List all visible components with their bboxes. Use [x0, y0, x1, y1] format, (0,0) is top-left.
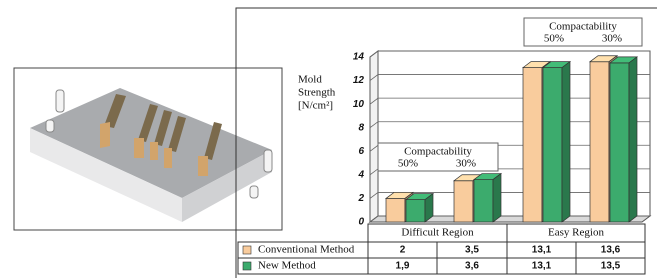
y-tick-label: 8	[358, 122, 364, 133]
y-axis-label-line: Strength	[298, 87, 336, 99]
y-tick-label: 0	[358, 217, 364, 228]
table-value: 3,6	[465, 261, 479, 272]
bar	[543, 62, 570, 222]
table-value: 2	[400, 245, 406, 256]
y-tick-label: 10	[353, 99, 365, 110]
y-axis-label-line: Mold	[298, 74, 322, 86]
page: MoldStrength[N/cm²] 0 2 4 6 8 10 12 14 Compactab…	[0, 0, 657, 278]
legend-swatch	[243, 262, 251, 270]
bar-front	[406, 200, 425, 222]
table-value: 3,5	[465, 245, 479, 256]
bar-front	[543, 68, 562, 222]
legend-label: New Method	[258, 260, 316, 272]
y-tick-label: 12	[353, 75, 365, 86]
category-label: 50%	[544, 33, 564, 45]
chart: 02468101214Compactability50%30%Compactab…	[238, 18, 650, 274]
annotation: Compactability	[549, 21, 617, 33]
bar-front	[474, 180, 493, 222]
table-value: 13,5	[601, 261, 621, 272]
bar-side	[493, 174, 501, 222]
category-label: 30%	[456, 158, 476, 170]
side-wall	[370, 51, 378, 222]
render-image	[14, 68, 282, 230]
bar-front	[523, 68, 542, 222]
region-label: Difficult Region	[401, 227, 474, 239]
y-tick-label: 4	[357, 169, 364, 180]
bar-side	[629, 57, 637, 222]
legend-label: Conventional Method	[258, 244, 355, 256]
bar-side	[562, 62, 570, 222]
bar-front	[610, 63, 629, 222]
table-value: 13,6	[601, 245, 621, 256]
category-label: 30%	[602, 33, 622, 45]
bar-front	[454, 181, 473, 222]
y-tick-label: 14	[353, 52, 365, 63]
bar	[406, 194, 433, 222]
y-tick-label: 2	[357, 193, 364, 204]
bar-front	[386, 198, 405, 222]
bar-front	[590, 62, 609, 222]
y-axis-label-line: [N/cm²]	[298, 100, 333, 112]
table-value: 1,9	[396, 261, 410, 272]
region-label: Easy Region	[548, 227, 604, 239]
y-tick-label: 6	[358, 146, 364, 157]
legend-swatch	[243, 246, 251, 254]
bar	[610, 57, 637, 222]
annotation: Compactability	[404, 146, 472, 158]
table-value: 13,1	[532, 245, 552, 256]
category-label: 50%	[398, 158, 418, 170]
table-value: 13,1	[532, 261, 552, 272]
bar	[474, 174, 501, 222]
